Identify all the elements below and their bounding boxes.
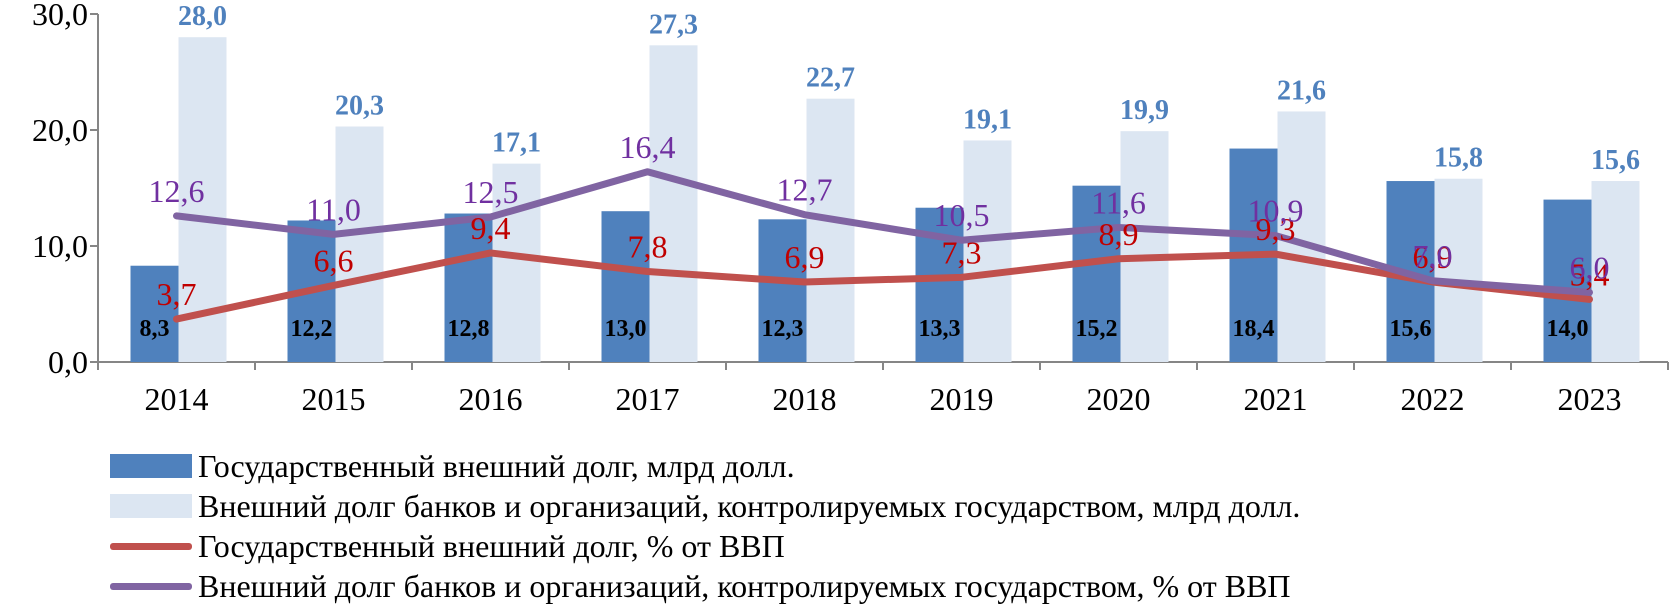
- bar: [963, 140, 1012, 362]
- bar-data-label: 15,2: [1076, 316, 1118, 342]
- legend-line: [110, 542, 192, 550]
- line-data-label: 10,5: [934, 197, 990, 233]
- line-data-label: 9,3: [1256, 211, 1296, 247]
- line-data-label: 7,3: [942, 234, 982, 270]
- lines: [173, 168, 1593, 323]
- legend-label: Внешний долг банков и организаций, контр…: [198, 487, 1301, 524]
- bar-data-label: 12,2: [291, 316, 333, 342]
- bar-data-label: 19,9: [1120, 95, 1169, 126]
- bar-data-label: 15,6: [1591, 145, 1640, 176]
- bar-data-label: 8,3: [140, 316, 170, 342]
- line-data-label: 12,6: [149, 173, 205, 209]
- bar: [1120, 131, 1169, 362]
- line-data-label: 6,0: [1570, 249, 1610, 285]
- x-tick-label: 2021: [1244, 381, 1308, 417]
- line-data-label: 6,9: [1413, 239, 1453, 275]
- bar-data-label: 12,8: [448, 316, 490, 342]
- x-tick-label: 2022: [1401, 381, 1465, 417]
- series-line: [173, 249, 1593, 323]
- bar: [492, 163, 541, 362]
- bar: [1543, 199, 1592, 362]
- line-data-label: 3,7: [157, 276, 197, 312]
- x-tick-label: 2014: [145, 381, 209, 417]
- bar-data-label: 18,4: [1233, 316, 1275, 342]
- legend-item-bank-debt-gdp: Внешний долг банков и организаций, контр…: [110, 566, 1670, 606]
- legend-label: Государственный внешний долг, % от ВВП: [198, 527, 785, 564]
- bar: [335, 126, 384, 363]
- bar-data-label: 15,6: [1390, 316, 1432, 342]
- x-tick-label: 2020: [1087, 381, 1151, 417]
- legend-label: Внешний долг банков и организаций, контр…: [198, 567, 1291, 604]
- y-tick-label: 30,0: [32, 0, 88, 32]
- y-tick-label: 10,0: [32, 228, 88, 264]
- x-tick-label: 2018: [773, 381, 837, 417]
- bar-data-label: 13,0: [605, 316, 647, 342]
- x-tick-label: 2017: [616, 381, 680, 417]
- line-data-label: 7,0: [1413, 238, 1453, 274]
- x-tick-label: 2015: [302, 381, 366, 417]
- bar-data-label: 22,7: [806, 63, 855, 94]
- bar-data-label: 21,6: [1277, 75, 1326, 106]
- axes: 0,0 10,0 20,0 30,0 2014 2015 2016 2017 2018 2019 2…: [32, 0, 1669, 417]
- bar: [806, 98, 855, 363]
- bar: [1434, 178, 1483, 362]
- data-labels: 8,3 12,2 12,8 13,0 12,3 13,3 15,2 18,4 15,6 14,0 2…: [140, 1, 1641, 342]
- legend-label: Государственный внешний долг, млрд долл.: [198, 447, 795, 484]
- bar: [601, 211, 650, 362]
- line-data-label: 9,4: [471, 210, 511, 246]
- line-data-label: 12,7: [777, 172, 833, 208]
- legend-item-gov-debt-bn: Государственный внешний долг, млрд долл.: [110, 446, 1670, 486]
- line-data-label: 12,5: [463, 174, 519, 210]
- bar: [130, 265, 179, 362]
- bar-data-label: 20,3: [335, 91, 384, 122]
- chart: 0,0 10,0 20,0 30,0 2014 2015 2016 2017 2018 2019 2…: [32, 0, 1669, 417]
- y-tick-label: 0,0: [48, 344, 88, 380]
- line-data-label: 11,0: [306, 191, 361, 227]
- legend-item-bank-debt-bn: Внешний долг банков и организаций, контр…: [110, 486, 1670, 526]
- bar-data-label: 15,8: [1434, 143, 1483, 174]
- bar-data-label: 13,3: [919, 316, 961, 342]
- line-data-label: 16,4: [620, 129, 676, 165]
- legend: Государственный внешний долг, млрд долл.…: [110, 446, 1670, 606]
- bar-data-label: 27,3: [649, 9, 698, 40]
- bar: [444, 213, 493, 362]
- series-line: [173, 168, 1593, 296]
- bar-data-label: 28,0: [178, 1, 227, 32]
- x-tick-label: 2019: [930, 381, 994, 417]
- x-tick-label: 2016: [459, 381, 523, 417]
- line-data-label: 11,6: [1091, 184, 1146, 220]
- bar: [758, 219, 807, 362]
- line-data-label: 10,9: [1248, 193, 1304, 229]
- line-data-label: 5,4: [1570, 256, 1610, 292]
- line-data-label: 6,6: [314, 242, 354, 278]
- bar-data-label: 17,1: [492, 128, 541, 159]
- bar: [1072, 185, 1121, 362]
- bar-data-label: 19,1: [963, 104, 1012, 135]
- bar-data-label: 14,0: [1547, 316, 1589, 342]
- legend-swatch: [110, 454, 192, 478]
- x-tick-label: 2023: [1558, 381, 1622, 417]
- bar: [649, 45, 698, 362]
- bar-data-label: 12,3: [762, 316, 804, 342]
- legend-swatch: [110, 494, 192, 518]
- line-data-label: 8,9: [1099, 216, 1139, 252]
- y-tick-label: 20,0: [32, 112, 88, 148]
- line-data-label: 6,9: [785, 239, 825, 275]
- legend-line: [110, 582, 192, 590]
- legend-item-gov-debt-gdp: Государственный внешний долг, % от ВВП: [110, 526, 1670, 566]
- line-data-label: 7,8: [628, 229, 668, 265]
- bar: [1591, 181, 1640, 362]
